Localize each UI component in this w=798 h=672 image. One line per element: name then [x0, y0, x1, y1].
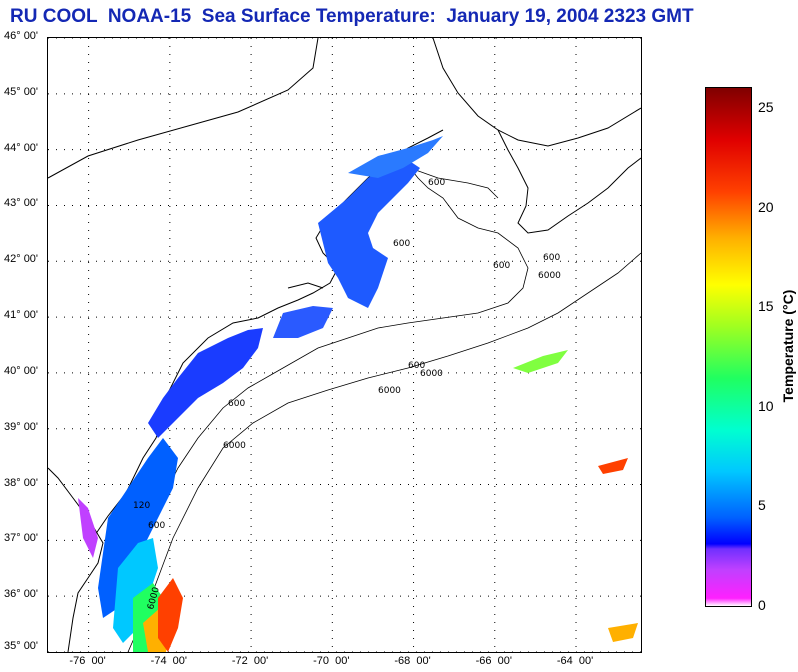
isobath-label-group: 600 600 600 600 6000 6000 6000 600 6000 …: [133, 178, 561, 611]
longitude-label: -72 00': [231, 655, 269, 667]
isobath-label: 600: [148, 521, 165, 531]
isobath-6000: [127, 252, 641, 652]
latitude-label: 45° 00': [4, 85, 39, 98]
longitude-label: -70 00': [313, 655, 350, 667]
longitude-label: -76 00': [69, 655, 106, 667]
isobath-label: 6000: [420, 369, 443, 379]
isobath-label: 600: [228, 399, 245, 409]
latitude-label: 43° 00': [4, 197, 39, 210]
isobath-600: [157, 167, 529, 509]
colorbar-tick-label: 20: [758, 198, 774, 215]
isobath-label: 600: [408, 361, 425, 371]
colorbar-tick-label: 25: [758, 98, 774, 115]
colorbar-tick-label: 10: [758, 397, 774, 414]
temperature-colorbar: [705, 87, 752, 607]
latitude-label: 42° 00': [4, 253, 39, 266]
latitude-label: 44° 00': [4, 141, 39, 154]
isobath-label: 120: [133, 501, 150, 511]
latitude-label: 35° 00': [4, 640, 39, 652]
latitude-label: 36° 00': [4, 588, 39, 601]
isobath-label: 600: [393, 239, 410, 249]
sst-field: [78, 136, 638, 652]
longitude-label: -74 00': [150, 655, 188, 667]
latitude-label: 40° 00': [4, 364, 39, 377]
latitude-label: 38° 00': [4, 476, 39, 489]
isobath-label: 600: [543, 253, 560, 263]
page-title: RU COOL NOAA-15 Sea Surface Temperature:…: [10, 6, 694, 27]
latitude-label: 39° 00': [4, 420, 39, 433]
map-canvas: 600 600 600 600 6000 6000 6000 600 6000 …: [48, 38, 641, 652]
isobath-label: 6000: [378, 386, 401, 396]
longitude-label: -66 00': [475, 655, 512, 667]
colorbar-tick-label: 5: [758, 497, 766, 514]
colorbar-label: Temperature (°C): [780, 289, 796, 403]
isobath-label: 600: [428, 178, 445, 188]
isobath-label: 6000: [538, 271, 561, 281]
longitude-label: -68 00': [394, 655, 431, 667]
colorbar-tick-label: 15: [758, 298, 774, 315]
sst-map: 600 600 600 600 6000 6000 6000 600 6000 …: [47, 37, 642, 653]
latitude-label: 41° 00': [4, 309, 39, 322]
isobath-label: 600: [493, 261, 510, 271]
longitude-label: -64 00': [556, 655, 594, 667]
colorbar-tick-label: 0: [758, 597, 766, 613]
latitude-label: 46° 00': [4, 30, 39, 42]
latitude-label: 37° 00': [4, 532, 39, 545]
isobath-label: 6000: [223, 441, 246, 451]
